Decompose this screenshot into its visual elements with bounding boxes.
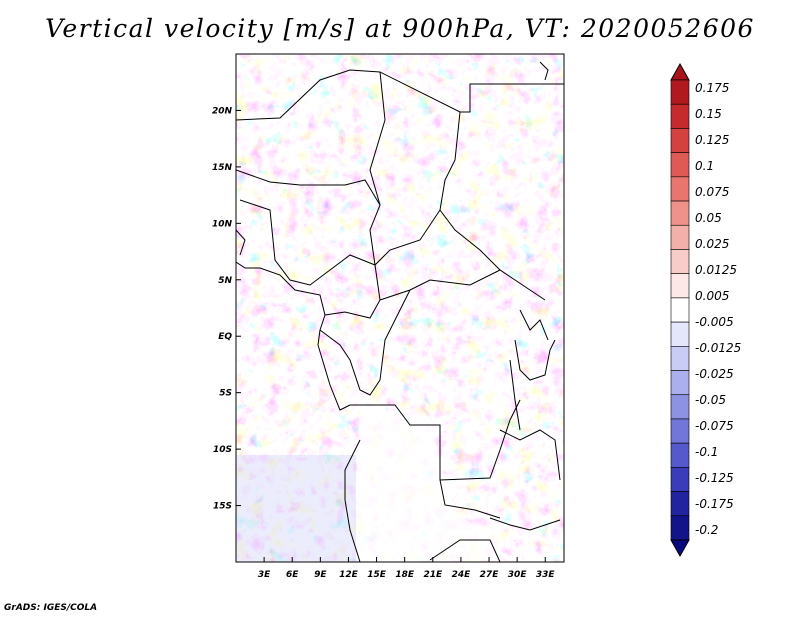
y-tick-label: 5S <box>219 389 232 399</box>
colorbar-box <box>670 418 690 444</box>
colorbar-box <box>670 200 690 226</box>
colorbar-label: -0.125 <box>695 471 734 485</box>
colorbar-label: 0.1 <box>695 159 714 173</box>
colorbar-label: 0.0125 <box>695 263 737 277</box>
x-axis-ticks: 3E 6E 9E 12E 15E 18E 21E 24E 27E 30E 33E <box>258 557 556 580</box>
x-tick-label: 30E <box>508 570 528 580</box>
x-tick-label: 33E <box>536 570 556 580</box>
colorbar: 0.175 0.15 0.125 0.1 0.075 0.05 0.025 0.0125 0.0… <box>670 62 741 558</box>
colorbar-box <box>670 103 690 129</box>
x-tick-label: 24E <box>452 570 472 580</box>
colorbar-box <box>670 515 690 541</box>
y-tick-label: 20N <box>212 106 233 116</box>
x-tick-label: 12E <box>339 570 359 580</box>
colorbar-label: -0.075 <box>695 419 734 433</box>
colorbar-label: -0.025 <box>695 367 734 381</box>
colorbar-label: 0.175 <box>695 81 729 95</box>
x-tick-label: 18E <box>395 570 415 580</box>
colorbar-label: -0.05 <box>695 393 726 407</box>
colorbar-box <box>670 128 690 153</box>
colorbar-box <box>670 370 690 396</box>
colorbar-box <box>670 442 690 468</box>
colorbar-box <box>670 249 690 274</box>
colorbar-label: 0.15 <box>695 107 722 121</box>
y-tick-label: 5N <box>218 276 232 286</box>
x-tick-label: 3E <box>258 570 271 580</box>
x-tick-label: 27E <box>480 570 500 580</box>
colorbar-label: -0.175 <box>695 497 734 511</box>
velocity-field <box>236 54 564 562</box>
x-tick-label: 6E <box>286 570 299 580</box>
colorbar-label: -0.005 <box>695 315 734 329</box>
map-frame <box>235 53 565 563</box>
x-tick-label: 15E <box>367 570 387 580</box>
colorbar-box <box>670 346 690 371</box>
x-tick-label: 21E <box>423 570 443 580</box>
colorbar-box <box>670 394 690 420</box>
grads-credit: GrADS: IGES/COLA <box>4 603 98 613</box>
y-tick-label: 10N <box>212 219 233 229</box>
colorbar-box <box>670 297 690 323</box>
colorbar-label: -0.2 <box>695 523 718 537</box>
y-tick-label: EQ <box>218 332 232 342</box>
colorbar-box <box>670 491 690 517</box>
colorbar-box <box>670 467 690 492</box>
colorbar-label: 0.05 <box>695 211 722 225</box>
colorbar-box <box>670 321 690 347</box>
colorbar-top-arrow <box>670 62 690 81</box>
y-tick-label: 15S <box>213 502 232 512</box>
colorbar-label: 0.005 <box>695 289 729 303</box>
colorbar-label: 0.075 <box>695 185 729 199</box>
colorbar-label: 0.025 <box>695 237 729 251</box>
colorbar-box <box>670 224 690 250</box>
y-axis-ticks: 20N 15N 10N 5N EQ 5S 10S 15S <box>212 106 241 512</box>
colorbar-label: -0.1 <box>695 445 718 459</box>
colorbar-box <box>670 152 690 178</box>
colorbar-bottom-arrow <box>670 539 690 558</box>
colorbar-box <box>670 79 690 105</box>
y-tick-label: 15N <box>212 163 233 173</box>
country-borders <box>236 61 564 562</box>
colorbar-label: 0.125 <box>695 133 729 147</box>
colorbar-box <box>670 176 690 202</box>
colorbar-label: -0.0125 <box>695 341 741 355</box>
map-title: Vertical velocity [m/s] at 900hPa, VT: 2… <box>45 14 755 43</box>
x-tick-label: 9E <box>314 570 327 580</box>
colorbar-box <box>670 273 690 299</box>
y-tick-label: 10S <box>213 445 232 455</box>
